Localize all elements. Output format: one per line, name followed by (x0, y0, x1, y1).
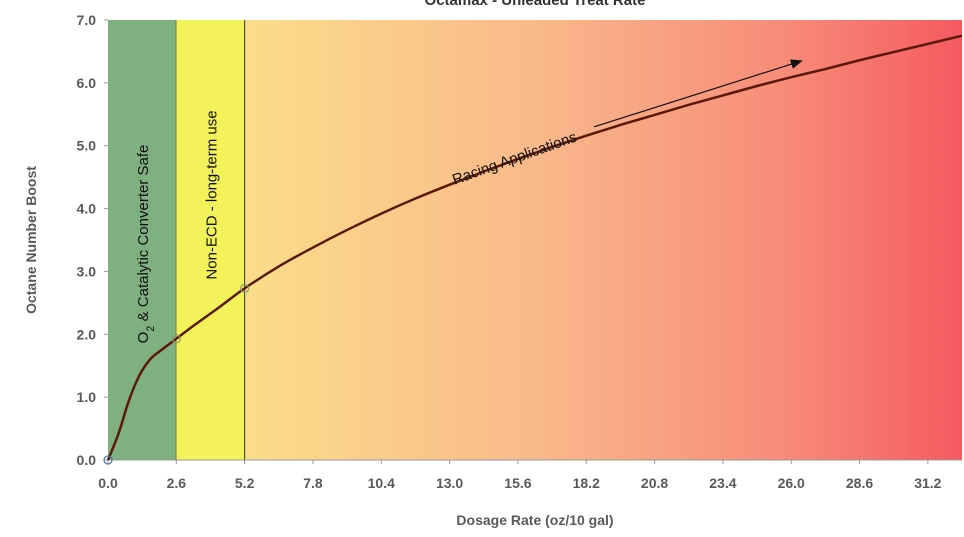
y-axis-title: Octane Number Boost (23, 166, 39, 314)
x-tick-label: 26.0 (778, 475, 805, 491)
x-tick-label: 31.2 (914, 475, 941, 491)
data-marker-2 (171, 334, 181, 344)
data-marker-3 (240, 283, 250, 293)
x-tick-label: 20.8 (641, 475, 668, 491)
x-tick-label: 18.2 (573, 475, 600, 491)
zone-label-1: O2 & Catalytic Converter Safe (135, 145, 157, 344)
x-axis-title: Dosage Rate (oz/10 gal) (456, 512, 613, 528)
axes-group: 0.0 1.0 2.0 3.0 4.0 5.0 6.0 7.0 0.0 2.6 5.2 7.8 10.4… (77, 12, 962, 491)
x-tick-label: 13.0 (436, 475, 463, 491)
x-tick-label: 2.6 (167, 475, 187, 491)
zone-label-2: Non-ECD - long-term use (203, 110, 220, 279)
y-tick-label: 7.0 (77, 12, 97, 28)
y-tick-label: 0.0 (77, 452, 97, 468)
series-group (103, 34, 963, 465)
x-tick-label: 23.4 (709, 475, 736, 491)
zones-group: O2 & Catalytic Converter Safe Non-ECD - l… (108, 20, 246, 460)
data-marker-1 (103, 455, 113, 465)
x-tick-label: 15.6 (504, 475, 531, 491)
y-tick-label: 4.0 (77, 201, 97, 217)
y-tick-label: 5.0 (77, 138, 97, 154)
x-tick-label: 28.6 (846, 475, 873, 491)
y-tick-label: 1.0 (77, 389, 97, 405)
y-tick-label: 2.0 (77, 326, 97, 342)
x-tick-label: 0.0 (98, 475, 118, 491)
y-tick-label: 3.0 (77, 263, 97, 279)
zone-band-1 (108, 20, 177, 460)
x-tick-label: 7.8 (303, 475, 323, 491)
x-tick-label: 5.2 (235, 475, 255, 491)
series-line-1 (106, 34, 963, 461)
annotation-arrow (593, 59, 803, 128)
zone-band-2 (176, 20, 245, 460)
y-tick-label: 6.0 (77, 75, 97, 91)
chart-title: Octamax - Unleaded Treat Rate (425, 0, 646, 9)
x-tick-label: 10.4 (368, 475, 395, 491)
plot-background (108, 20, 962, 460)
